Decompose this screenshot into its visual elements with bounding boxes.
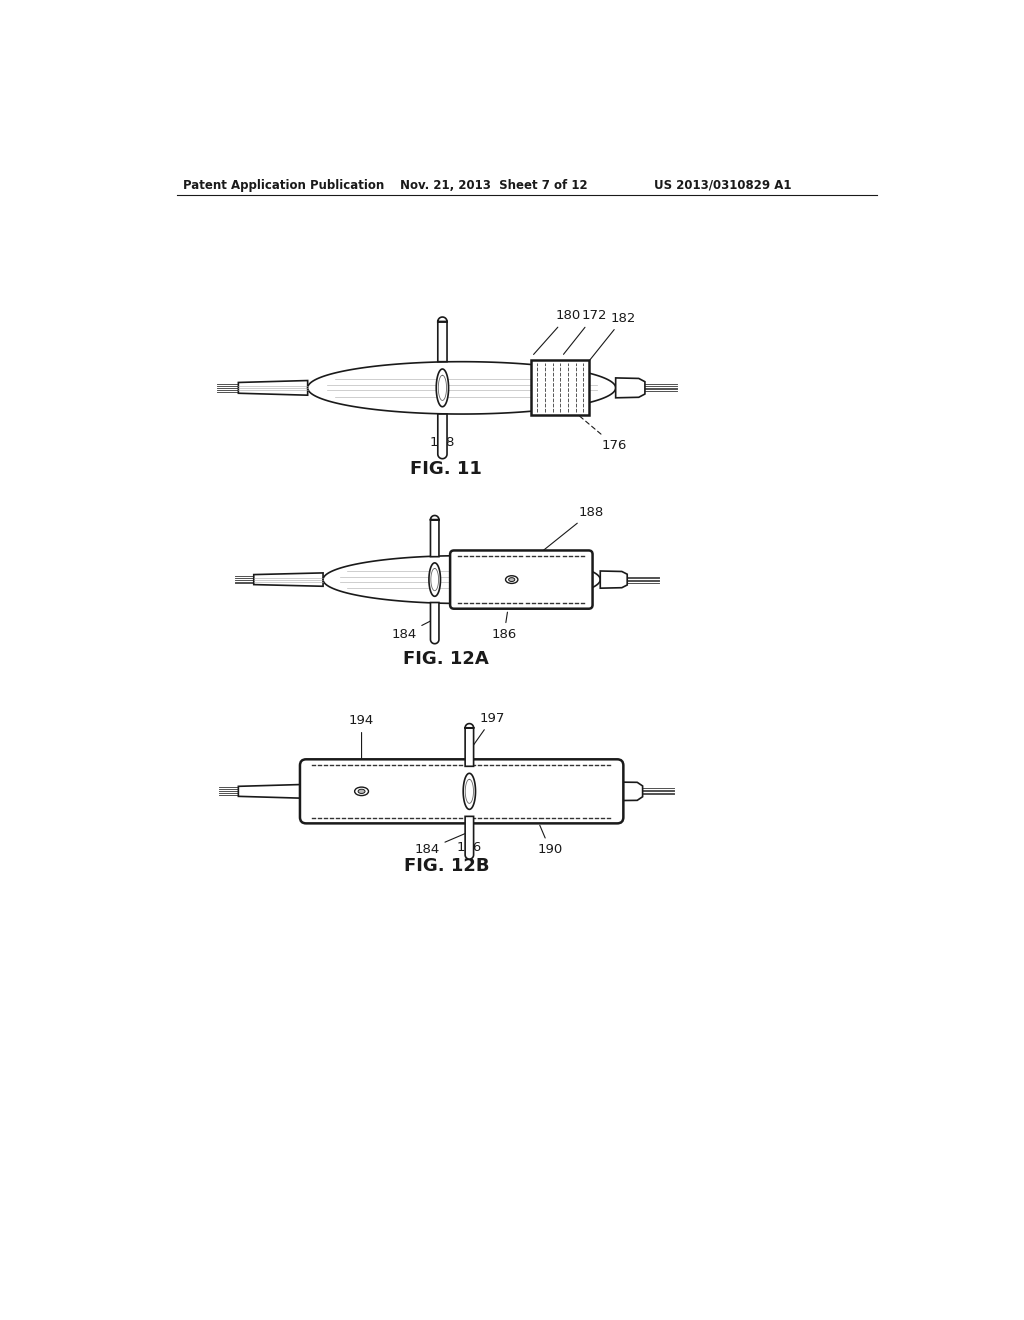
Polygon shape bbox=[463, 774, 475, 809]
Text: FIG. 11: FIG. 11 bbox=[411, 461, 482, 478]
Polygon shape bbox=[600, 572, 628, 589]
Polygon shape bbox=[465, 816, 473, 859]
Polygon shape bbox=[438, 317, 447, 362]
Polygon shape bbox=[615, 378, 645, 397]
Text: FIG. 12A: FIG. 12A bbox=[403, 649, 489, 668]
Ellipse shape bbox=[506, 576, 518, 583]
Text: 178: 178 bbox=[430, 430, 455, 449]
Text: 190: 190 bbox=[538, 825, 563, 857]
Text: 188: 188 bbox=[514, 506, 603, 574]
FancyBboxPatch shape bbox=[451, 550, 593, 609]
Polygon shape bbox=[436, 370, 449, 407]
Text: Nov. 21, 2013  Sheet 7 of 12: Nov. 21, 2013 Sheet 7 of 12 bbox=[400, 178, 588, 191]
Polygon shape bbox=[239, 784, 307, 799]
Text: 184: 184 bbox=[415, 833, 467, 857]
Ellipse shape bbox=[358, 789, 365, 793]
Polygon shape bbox=[430, 602, 439, 644]
Text: 182: 182 bbox=[588, 312, 636, 362]
Text: 172: 172 bbox=[563, 309, 607, 354]
Polygon shape bbox=[430, 516, 439, 557]
Ellipse shape bbox=[354, 787, 369, 796]
Polygon shape bbox=[465, 723, 473, 767]
Ellipse shape bbox=[509, 578, 515, 582]
Text: Patent Application Publication: Patent Application Publication bbox=[183, 178, 384, 191]
Polygon shape bbox=[307, 362, 615, 414]
Bar bbox=[531, 360, 589, 416]
Text: US 2013/0310829 A1: US 2013/0310829 A1 bbox=[654, 178, 792, 191]
Polygon shape bbox=[429, 562, 440, 597]
FancyBboxPatch shape bbox=[300, 759, 624, 824]
Text: 197: 197 bbox=[471, 711, 505, 748]
Text: 184: 184 bbox=[391, 620, 432, 642]
Text: FIG. 12B: FIG. 12B bbox=[403, 858, 489, 875]
Text: 194: 194 bbox=[349, 714, 374, 784]
Polygon shape bbox=[307, 767, 615, 816]
Text: 196: 196 bbox=[457, 825, 482, 854]
Polygon shape bbox=[438, 414, 447, 458]
Text: 180: 180 bbox=[534, 309, 581, 355]
Polygon shape bbox=[323, 556, 600, 603]
Text: 186: 186 bbox=[492, 612, 517, 642]
Polygon shape bbox=[239, 380, 307, 395]
Text: 176: 176 bbox=[580, 416, 627, 451]
Polygon shape bbox=[254, 573, 323, 586]
Polygon shape bbox=[615, 781, 643, 801]
